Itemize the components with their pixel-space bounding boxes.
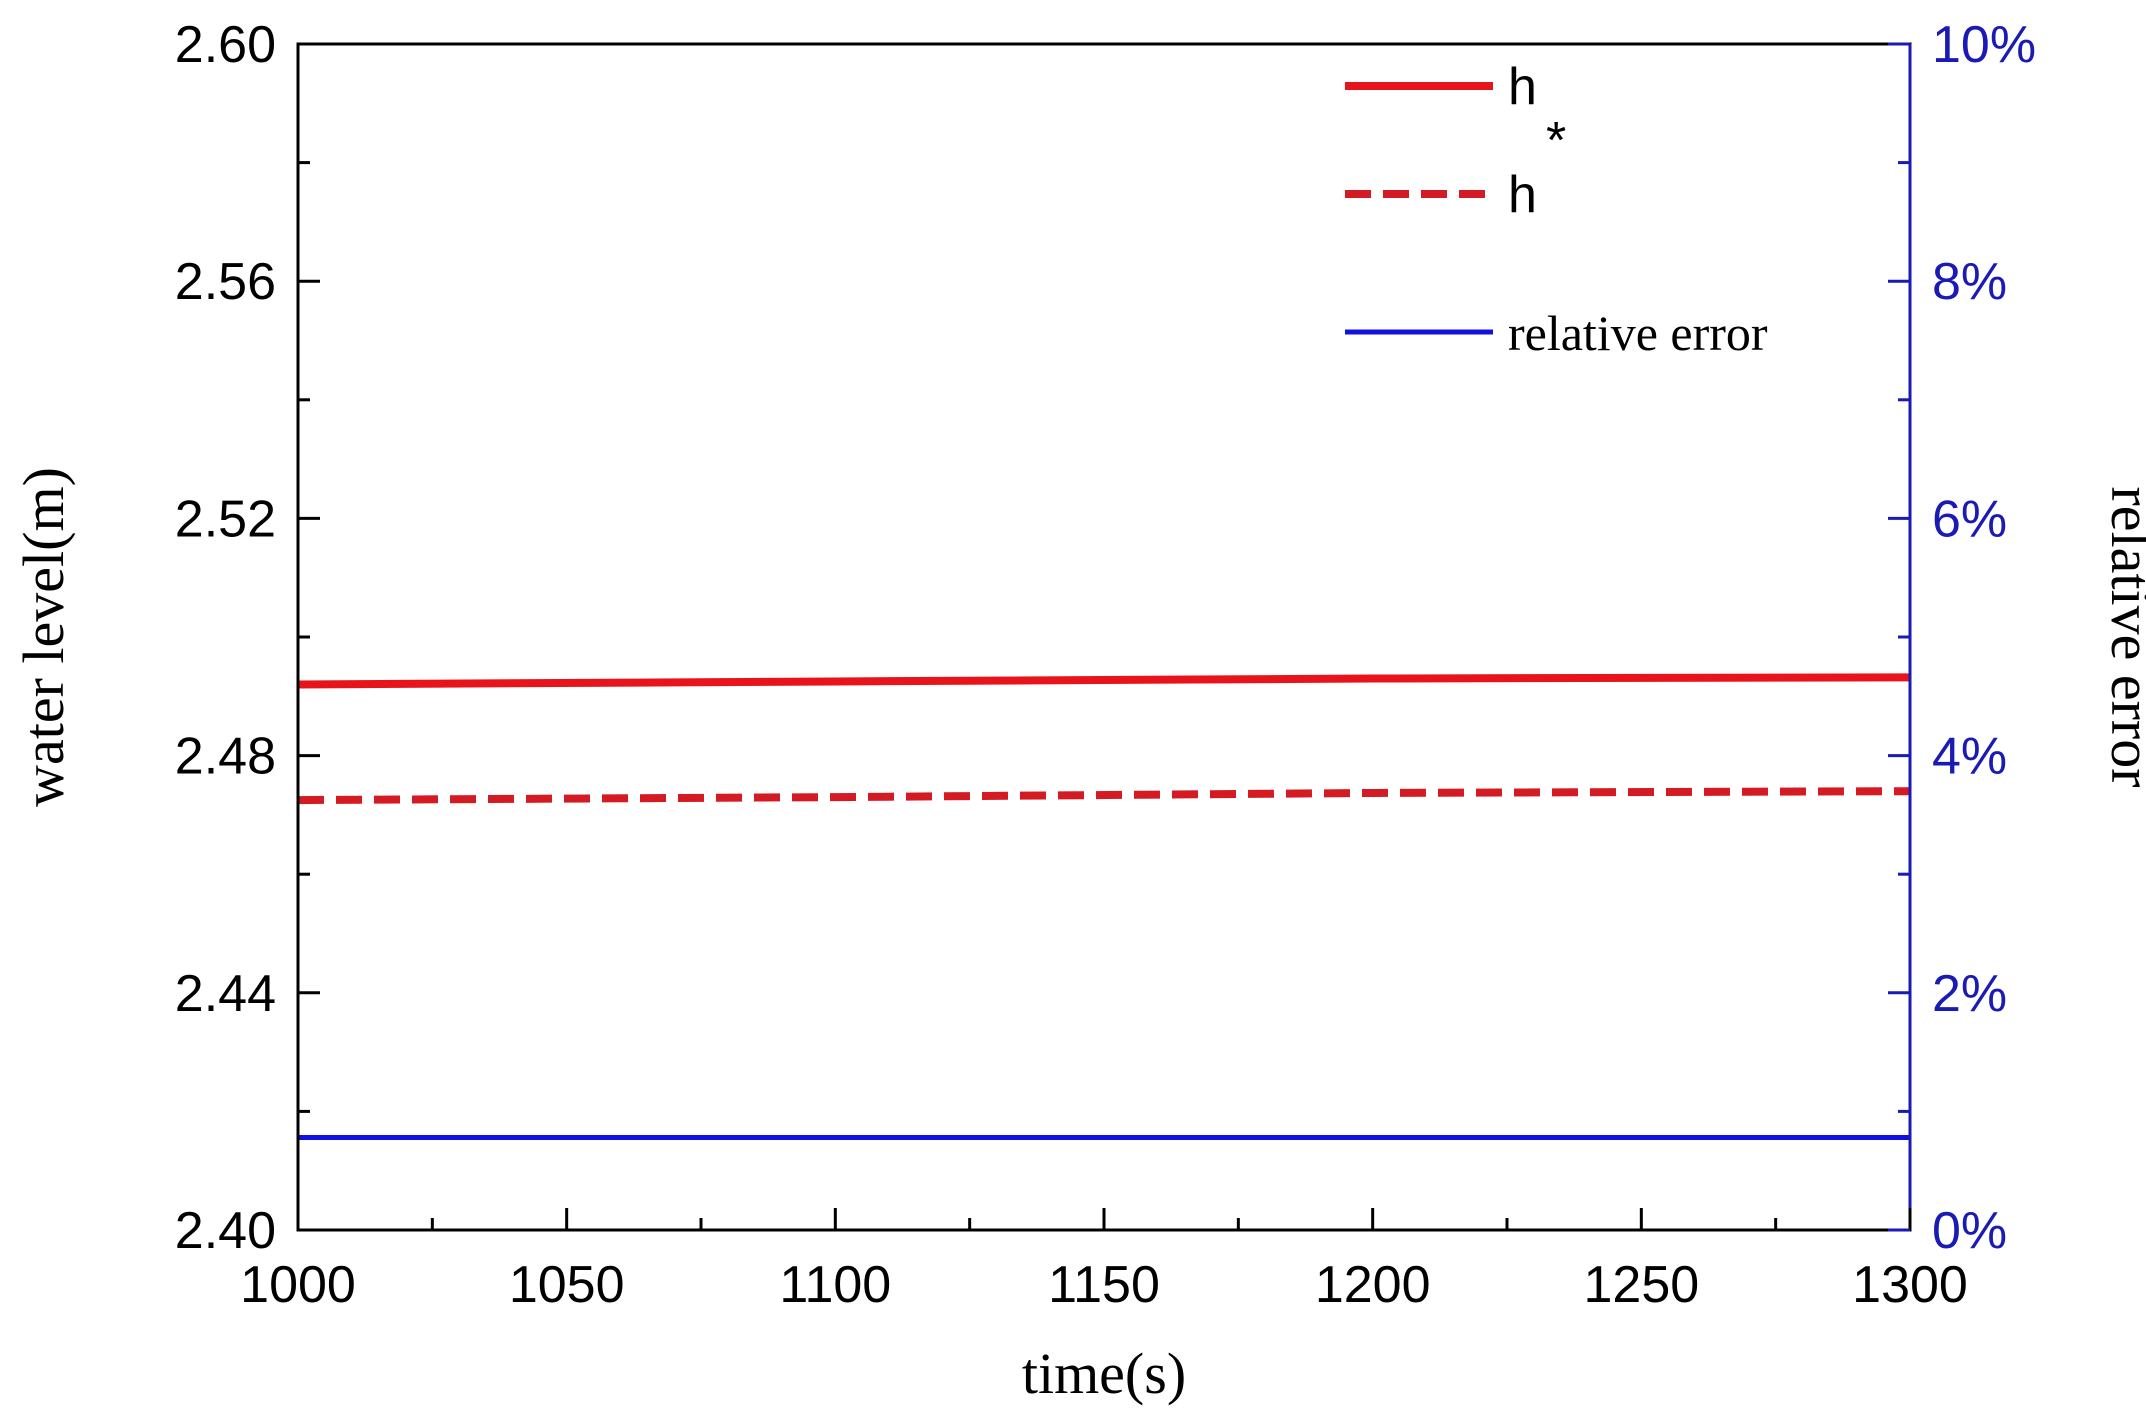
y-left-tick-label: 2.44 (175, 965, 276, 1023)
y-left-tick-label: 2.48 (175, 728, 276, 786)
y-axis-right-title: relative error (2099, 486, 2146, 787)
y-left-tick-label: 2.52 (175, 490, 276, 548)
legend-label-superscript: * (1546, 112, 1566, 170)
x-tick-label: 1100 (779, 1256, 891, 1314)
y-axis-left-title: water level(m) (11, 467, 76, 807)
x-axis-title: time(s) (1022, 1341, 1186, 1406)
plot-frame (296, 42, 1912, 1232)
y-axis-left: 2.40 2.44 2.48 2.52 2.56 2.60 (175, 16, 320, 1260)
x-tick-label: 1000 (240, 1256, 356, 1314)
legend-label-h-: h (1508, 166, 1537, 224)
legend-label-relative-error: relative error (1508, 305, 1768, 361)
y-right-tick-label: 6% (1932, 490, 2007, 548)
series-line-h (297, 673, 1911, 689)
x-tick-label: 1200 (1315, 1256, 1431, 1314)
y-right-tick-label: 0% (1932, 1202, 2007, 1260)
x-tick-label: 1250 (1583, 1256, 1699, 1314)
y-right-tick-label: 2% (1932, 965, 2007, 1023)
x-tick-label: 1050 (509, 1256, 625, 1314)
y-left-tick-label: 2.56 (175, 253, 276, 311)
y-right-tick-label: 4% (1932, 728, 2007, 786)
y-right-tick-label: 8% (1932, 253, 2007, 311)
series-layer (297, 673, 1911, 1140)
y-left-tick-label: 2.40 (175, 1202, 276, 1260)
x-tick-label: 1300 (1852, 1256, 1968, 1314)
x-tick-label: 1150 (1048, 1256, 1160, 1314)
legend: hh* relative error (1345, 58, 1768, 361)
series-line-h- (297, 787, 1911, 805)
y-axis-right: 0% 2% 4% 6% 8% 10% (1888, 16, 2036, 1260)
legend-label-h: h (1508, 58, 1537, 116)
x-axis: 1000 1050 1100 1150 1200 1250 1300 (240, 1208, 1968, 1314)
y-right-tick-label: 10% (1932, 16, 2036, 74)
y-left-tick-label: 2.60 (175, 16, 276, 74)
